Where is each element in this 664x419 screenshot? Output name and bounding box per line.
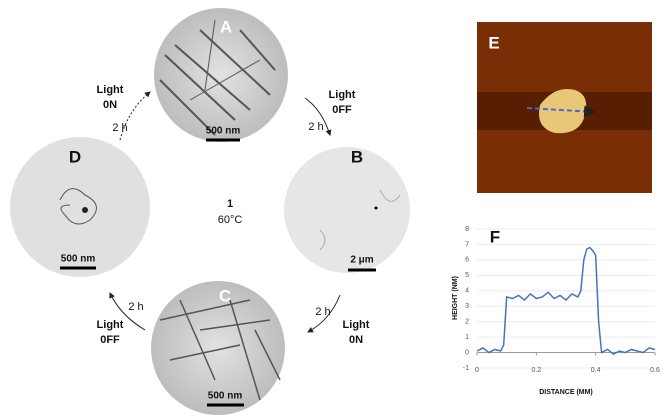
- scale-bar-label: 2 μm: [350, 255, 373, 266]
- panel-label: E: [488, 33, 499, 52]
- x-tick-label: 0.4: [591, 367, 601, 374]
- y-tick-label: -1: [463, 365, 469, 372]
- x-tick-label: 0.2: [531, 367, 541, 374]
- y-tick-label: 0: [465, 349, 469, 356]
- y-tick-label: 7: [465, 241, 469, 248]
- scale-bar-label: 500 nm: [208, 391, 243, 402]
- time-label: 2 h: [315, 306, 330, 318]
- light-state: 0FF: [332, 104, 352, 116]
- x-axis-title: DISTANCE (MM): [539, 389, 593, 396]
- panel-label: D: [69, 147, 81, 166]
- x-tick-label: 0: [475, 367, 479, 374]
- light-state: 0N: [103, 99, 117, 111]
- y-tick-label: 8: [465, 226, 469, 233]
- micrograph-b: B 2 μm: [284, 147, 410, 273]
- y-tick-label: 1: [465, 334, 469, 341]
- y-tick-label: 6: [465, 257, 469, 264]
- y-tick-label: 4: [465, 288, 469, 295]
- temperature: 60°C: [218, 214, 243, 226]
- scale-bar-label: 500 nm: [206, 126, 241, 137]
- panel-label: C: [219, 286, 231, 305]
- afm-image: E: [477, 22, 652, 193]
- data-line: [477, 248, 655, 355]
- time-label: 2 h: [308, 121, 323, 133]
- y-tick-label: 3: [465, 303, 469, 310]
- compound-number: 1: [227, 198, 233, 210]
- y-axis-title: HEIGHT (NM): [452, 276, 459, 320]
- time-label: 2 h: [112, 122, 127, 134]
- micrograph-c: C 500 nm: [151, 281, 285, 415]
- panel-label: A: [220, 17, 232, 36]
- x-tick-label: 0.6: [650, 367, 660, 374]
- micrograph-d: D 500 nm: [10, 137, 150, 277]
- micrograph-a: A 500 nm: [154, 8, 288, 142]
- light-label: Light: [97, 84, 124, 96]
- light-label: Light: [329, 89, 356, 101]
- time-label: 2 h: [128, 301, 143, 313]
- chart-title: F: [490, 227, 500, 246]
- panel-label: B: [351, 147, 363, 166]
- light-label: Light: [97, 319, 124, 331]
- scale-bar-label: 500 nm: [61, 254, 96, 265]
- y-tick-label: 5: [465, 272, 469, 279]
- figure: A 500 nm B 2 μm C 500 nm D 500 nm 1 60°C: [0, 0, 664, 419]
- light-label: Light: [343, 319, 370, 331]
- light-state: 0N: [349, 334, 363, 346]
- light-state: 0FF: [100, 334, 120, 346]
- y-tick-label: 2: [465, 319, 469, 326]
